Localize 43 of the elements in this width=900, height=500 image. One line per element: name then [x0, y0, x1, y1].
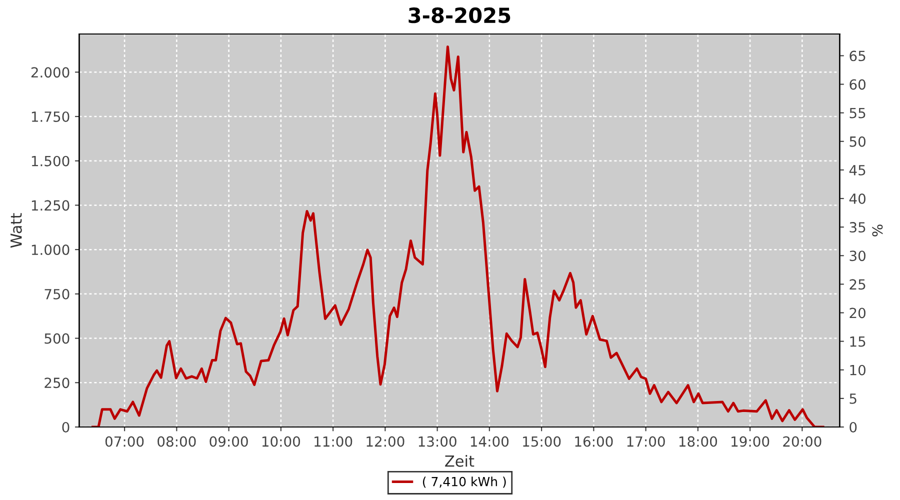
y-tick-label: 2.000	[31, 67, 70, 78]
x-tick-label: 18:00	[679, 436, 718, 447]
x-tick-label: 20:00	[783, 436, 822, 447]
x-tick-label: 13:00	[418, 436, 456, 447]
x-tick-label: 08:00	[158, 436, 196, 447]
y2-tick-label: 25	[850, 279, 866, 290]
x-tick-label: 11:00	[314, 436, 352, 447]
y2-tick-label: 35	[850, 222, 866, 233]
legend-label: ( 7,410 kWh )	[422, 476, 506, 488]
y2-tick-label: 0	[850, 422, 857, 432]
x-tick-label: 17:00	[627, 436, 665, 447]
y2-tick-label: 5	[850, 394, 856, 404]
x-tick-label: 15:00	[523, 436, 561, 447]
y2-tick-label: 55	[850, 108, 866, 118]
x-tick-label: 19:00	[732, 436, 770, 447]
y2-tick-label: 40	[849, 193, 866, 204]
y2-axis-title: %	[872, 224, 883, 236]
y-tick-label: 500	[44, 333, 70, 344]
chart-title: 3-8-2025	[408, 7, 510, 24]
y2-tick-label: 30	[850, 250, 866, 262]
y-tick-label: 1.750	[32, 111, 70, 122]
y-tick-label: 750	[44, 288, 70, 300]
y2-tick-label: 50	[850, 136, 866, 147]
x-tick-label: 14:00	[470, 436, 509, 447]
line-series	[92, 46, 824, 427]
y-tick-label: 250	[44, 378, 70, 388]
y-axis-title: Watt	[10, 213, 22, 248]
x-tick-label: 10:00	[262, 436, 300, 447]
y-tick-label: 1.500	[32, 156, 70, 166]
y2-tick-label: 45	[849, 165, 866, 176]
x-tick-label: 16:00	[575, 436, 613, 447]
x-tick-label: 09:00	[210, 436, 248, 447]
x-tick-label: 12:00	[366, 436, 404, 447]
y2-tick-label: 15	[850, 336, 866, 347]
x-tick-label: 07:00	[105, 436, 144, 447]
y-tick-label: 0	[62, 422, 70, 432]
y-tick-label: 1.250	[32, 200, 70, 211]
y2-tick-label: 20	[850, 308, 866, 318]
x-axis-title: Zeit	[445, 455, 474, 467]
y2-tick-label: 65	[850, 50, 866, 62]
y2-tick-label: 60	[850, 79, 866, 90]
y2-tick-label: 10	[850, 364, 866, 376]
y-tick-label: 1.000	[32, 244, 70, 256]
